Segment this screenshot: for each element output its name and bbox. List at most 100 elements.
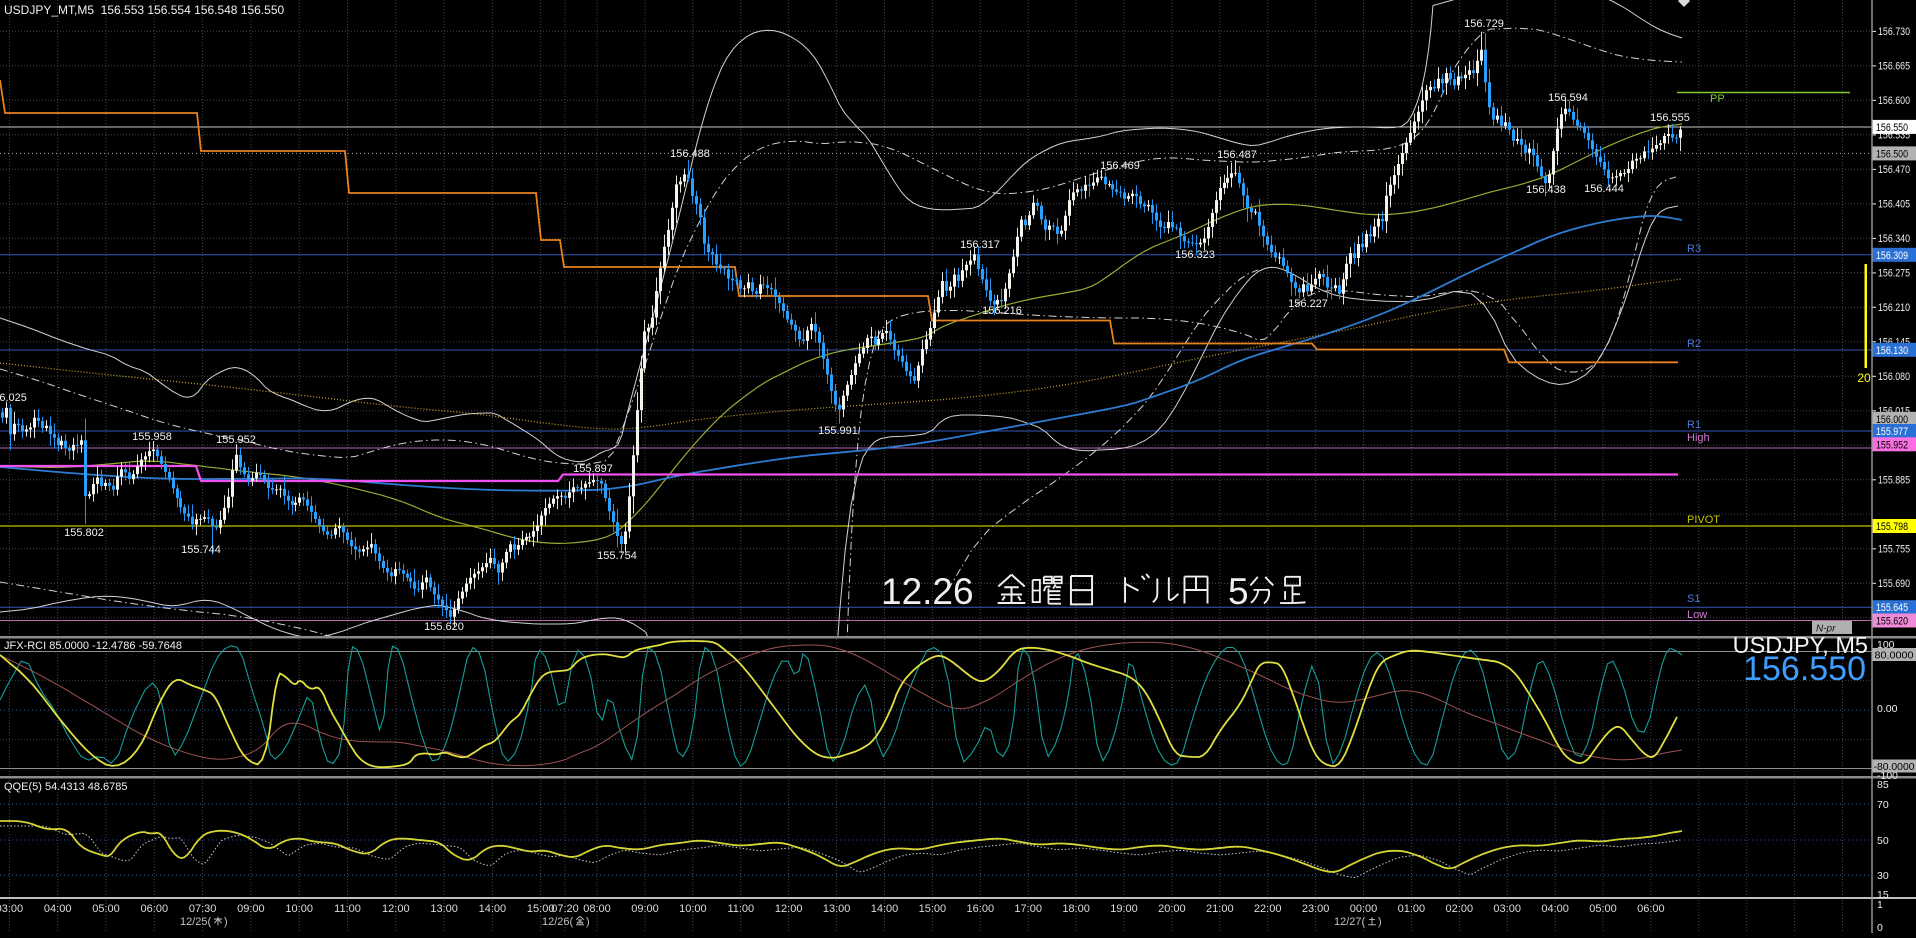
svg-text:156.216: 156.216	[982, 305, 1022, 317]
svg-text:5: 5	[1228, 571, 1249, 612]
svg-text:07:20: 07:20	[551, 903, 579, 915]
svg-text:11:00: 11:00	[334, 903, 361, 915]
svg-text:156.275: 156.275	[1878, 267, 1910, 279]
svg-text:155.977: 155.977	[1876, 426, 1908, 438]
svg-text:156.488: 156.488	[670, 148, 710, 160]
svg-text:155.620: 155.620	[424, 621, 464, 633]
svg-text:155.991: 155.991	[818, 425, 858, 437]
svg-text:70: 70	[1877, 799, 1889, 811]
svg-text:): )	[586, 916, 590, 928]
svg-text:QQE(5) 54.4313 48.6785: QQE(5) 54.4313 48.6785	[4, 781, 128, 793]
svg-text:156.500: 156.500	[1876, 148, 1908, 160]
svg-text:156.729: 156.729	[1464, 18, 1504, 30]
svg-text:09:00: 09:00	[237, 903, 265, 915]
svg-text:01:00: 01:00	[1398, 903, 1426, 915]
svg-text:19:00: 19:00	[1110, 903, 1138, 915]
svg-text:20:00: 20:00	[1158, 903, 1186, 915]
svg-text:156.469: 156.469	[1100, 160, 1140, 172]
svg-text:): )	[1378, 916, 1382, 928]
svg-text:04:00: 04:00	[44, 903, 72, 915]
svg-text:156.025: 156.025	[0, 392, 27, 404]
svg-text:155.754: 155.754	[597, 550, 637, 562]
svg-text:23:00: 23:00	[1302, 903, 1330, 915]
svg-text:156.600: 156.600	[1878, 95, 1910, 107]
svg-text:00:00: 00:00	[1350, 903, 1378, 915]
svg-text:13:00: 13:00	[823, 903, 851, 915]
svg-text:15:00: 15:00	[919, 903, 947, 915]
svg-text:156.555: 156.555	[1650, 112, 1690, 124]
svg-text:12/25(: 12/25(	[180, 916, 212, 928]
svg-text:06:00: 06:00	[1637, 903, 1665, 915]
svg-text:21:00: 21:00	[1206, 903, 1234, 915]
svg-text:R2: R2	[1687, 338, 1701, 350]
svg-text:156.665: 156.665	[1878, 60, 1910, 72]
svg-text:14:00: 14:00	[479, 903, 507, 915]
svg-text:12:00: 12:00	[775, 903, 803, 915]
svg-text:10:00: 10:00	[679, 903, 707, 915]
svg-text:06:00: 06:00	[141, 903, 169, 915]
svg-text:20: 20	[1857, 371, 1871, 385]
svg-text:156.309: 156.309	[1876, 250, 1908, 262]
svg-text:08:00: 08:00	[583, 903, 611, 915]
svg-text:High: High	[1687, 432, 1710, 444]
svg-text:155.802: 155.802	[64, 527, 104, 539]
svg-text:156.438: 156.438	[1526, 184, 1566, 196]
svg-text:): )	[224, 916, 228, 928]
svg-text:Low: Low	[1687, 609, 1707, 621]
svg-text:155.897: 155.897	[573, 463, 613, 475]
svg-text:155.744: 155.744	[181, 544, 221, 556]
svg-text:07:30: 07:30	[189, 903, 217, 915]
svg-text:155.690: 155.690	[1878, 578, 1910, 590]
svg-text:155.645: 155.645	[1876, 602, 1908, 614]
svg-text:18:00: 18:00	[1062, 903, 1090, 915]
svg-text:PP: PP	[1710, 93, 1725, 105]
svg-text:156.210: 156.210	[1878, 302, 1910, 314]
svg-text:1: 1	[1877, 899, 1883, 911]
svg-text:156.130: 156.130	[1876, 345, 1908, 357]
svg-text:16:00: 16:00	[967, 903, 995, 915]
svg-text:156.594: 156.594	[1548, 92, 1588, 104]
svg-text:156.227: 156.227	[1288, 298, 1328, 310]
svg-text:156.444: 156.444	[1584, 183, 1624, 195]
svg-text:155.952: 155.952	[1876, 439, 1908, 451]
svg-text:04:00: 04:00	[1541, 903, 1569, 915]
svg-text:22:00: 22:00	[1254, 903, 1282, 915]
svg-text:0.00: 0.00	[1877, 703, 1898, 715]
svg-text:R3: R3	[1687, 243, 1701, 255]
svg-text:11:00: 11:00	[727, 903, 754, 915]
svg-text:05:00: 05:00	[1589, 903, 1617, 915]
svg-text:12/27(: 12/27(	[1334, 916, 1366, 928]
svg-text:30: 30	[1877, 870, 1889, 882]
svg-text:156.080: 156.080	[1878, 371, 1910, 383]
svg-text:10:00: 10:00	[285, 903, 313, 915]
svg-text:PIVOT: PIVOT	[1687, 514, 1720, 526]
svg-text:R1: R1	[1687, 419, 1701, 431]
svg-text:156.317: 156.317	[960, 239, 1000, 251]
svg-text:-80.0000: -80.0000	[1874, 761, 1915, 773]
svg-text:03:00: 03:00	[0, 903, 23, 915]
svg-text:156.340: 156.340	[1878, 233, 1910, 245]
svg-text:155.958: 155.958	[132, 431, 172, 443]
svg-text:156.550: 156.550	[1743, 650, 1866, 688]
svg-text:155.755: 155.755	[1878, 543, 1910, 555]
svg-text:156.405: 156.405	[1878, 198, 1910, 210]
svg-text:155.952: 155.952	[216, 434, 256, 446]
svg-text:0: 0	[1877, 922, 1883, 933]
svg-text:S1: S1	[1687, 593, 1700, 605]
svg-text:02:00: 02:00	[1446, 903, 1474, 915]
svg-text:156.550: 156.550	[1876, 122, 1908, 134]
svg-text:155.620: 155.620	[1876, 616, 1908, 628]
svg-text:155.885: 155.885	[1878, 474, 1910, 486]
svg-text:156.323: 156.323	[1175, 249, 1215, 261]
svg-text:05:00: 05:00	[92, 903, 120, 915]
svg-text:12/26(: 12/26(	[542, 916, 574, 928]
svg-text:85: 85	[1877, 779, 1889, 791]
svg-text:80.0000: 80.0000	[1875, 650, 1914, 662]
svg-text:155.798: 155.798	[1876, 521, 1908, 533]
svg-text:13:00: 13:00	[430, 903, 458, 915]
svg-text:03:00: 03:00	[1493, 903, 1521, 915]
svg-text:12.26: 12.26	[881, 571, 974, 612]
svg-text:09:00: 09:00	[631, 903, 659, 915]
svg-text:156.730: 156.730	[1878, 26, 1910, 38]
svg-text:12:00: 12:00	[382, 903, 410, 915]
